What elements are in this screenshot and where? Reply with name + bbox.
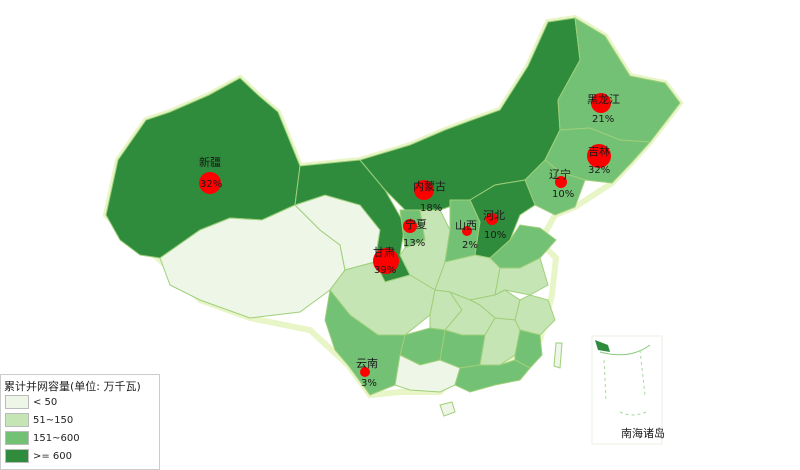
south-china-sea-inset	[591, 335, 663, 445]
label-shanxi: 山西	[455, 219, 477, 232]
legend-label: >= 600	[33, 450, 73, 462]
bubble-marker	[486, 213, 498, 225]
bubble-inner-mongolia[interactable]: 内蒙古 18%	[413, 179, 446, 214]
legend-item: 51~150	[5, 413, 73, 427]
bubble-ningxia[interactable]: 宁夏 13%	[403, 217, 427, 249]
legend-swatch	[5, 431, 29, 445]
legend-label: 51~150	[33, 414, 74, 426]
bubble-marker	[199, 172, 221, 194]
inset-label: 南海诸岛	[621, 427, 665, 440]
bubble-yunnan[interactable]: 云南 3%	[356, 357, 378, 389]
bubble-heilongjiang[interactable]: 黑龙江 21%	[587, 93, 620, 125]
province-taiwan[interactable]	[553, 342, 563, 369]
legend-label: 151~600	[33, 432, 80, 444]
pct-hebei: 10%	[484, 230, 506, 241]
pct-jilin: 32%	[588, 165, 610, 176]
province-hebei[interactable]	[469, 179, 536, 259]
pct-xinjiang: 32%	[200, 179, 222, 190]
pct-heilongjiang: 21%	[592, 114, 614, 125]
legend: 累计并网容量(单位: 万千瓦) < 50 51~150 151~600 >= 6…	[0, 374, 160, 470]
bubble-xinjiang[interactable]: 新疆 32%	[199, 155, 222, 194]
pct-gansu: 39%	[374, 265, 396, 276]
label-hebei: 河北	[483, 209, 505, 222]
label-liaoning: 辽宁	[549, 167, 571, 181]
pct-ningxia: 13%	[403, 238, 425, 249]
bubble-marker	[360, 367, 370, 377]
bubble-liaoning[interactable]: 辽宁 10%	[549, 167, 574, 200]
province-guangdong[interactable]	[454, 359, 531, 393]
bubble-marker	[403, 219, 417, 233]
bubble-hebei[interactable]: 河北 10%	[483, 209, 506, 241]
bubble-shanxi[interactable]: 山西 2%	[455, 219, 478, 251]
legend-label: < 50	[33, 396, 58, 408]
pct-inner-mongolia: 18%	[420, 203, 442, 214]
pct-liaoning: 10%	[552, 189, 574, 200]
legend-swatch	[5, 449, 29, 463]
label-xinjiang: 新疆	[199, 155, 221, 169]
label-yunnan: 云南	[356, 357, 378, 370]
pct-shanxi: 2%	[462, 240, 478, 251]
label-gansu: 甘肃	[373, 246, 395, 259]
pct-yunnan: 3%	[361, 378, 377, 389]
legend-item: >= 600	[5, 449, 72, 463]
bubble-marker	[555, 176, 567, 188]
bubble-gansu[interactable]: 甘肃 39%	[373, 246, 399, 276]
bubble-marker	[414, 180, 434, 200]
legend-item: 151~600	[5, 431, 80, 445]
label-ningxia: 宁夏	[405, 217, 427, 231]
bubble-marker	[587, 144, 611, 168]
bubble-marker	[462, 226, 472, 236]
legend-item: < 50	[5, 395, 57, 409]
label-heilongjiang: 黑龙江	[587, 93, 620, 106]
province-hainan[interactable]	[439, 401, 456, 417]
bubble-marker	[591, 93, 611, 113]
bubble-marker	[373, 248, 399, 274]
legend-title: 累计并网容量(单位: 万千瓦)	[4, 380, 141, 393]
label-jilin: 吉林	[588, 144, 610, 158]
legend-swatch	[5, 395, 29, 409]
legend-swatch	[5, 413, 29, 427]
bubble-jilin[interactable]: 吉林 32%	[587, 144, 611, 176]
label-inner-mongolia: 内蒙古	[413, 179, 446, 193]
